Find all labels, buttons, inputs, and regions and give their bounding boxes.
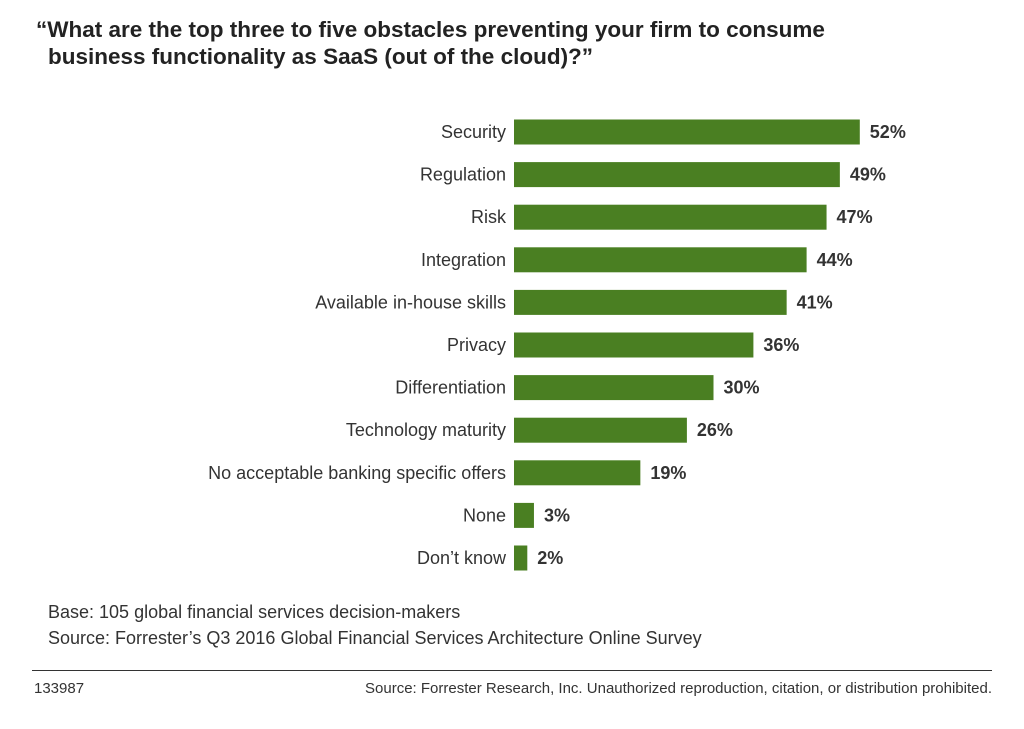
category-label-integration: Integration bbox=[421, 250, 506, 270]
chart-title-line-1: “What are the top three to five obstacle… bbox=[36, 17, 825, 42]
copyright-source: Source: Forrester Research, Inc. Unautho… bbox=[365, 680, 992, 697]
value-label-available-in-house-skills: 41% bbox=[797, 292, 833, 312]
chart-title-line-2: business functionality as SaaS (out of t… bbox=[48, 44, 594, 69]
value-label-security: 52% bbox=[870, 122, 906, 142]
bar-no-acceptable-banking-specific-offers bbox=[514, 460, 641, 486]
bar-don-t-know bbox=[514, 545, 528, 571]
survey-source-note: Source: Forrester’s Q3 2016 Global Finan… bbox=[48, 628, 702, 648]
value-label-integration: 44% bbox=[817, 250, 853, 270]
bar-available-in-house-skills bbox=[514, 289, 787, 315]
value-label-no-acceptable-banking-specific-offers: 19% bbox=[650, 463, 686, 483]
value-label-privacy: 36% bbox=[763, 335, 799, 355]
bar-privacy bbox=[514, 332, 754, 358]
chart-title: “What are the top three to five obstacle… bbox=[36, 16, 996, 70]
value-label-regulation: 49% bbox=[850, 165, 886, 185]
category-label-none: None bbox=[463, 505, 506, 525]
bar-technology-maturity bbox=[514, 417, 687, 443]
category-label-don-t-know: Don’t know bbox=[417, 548, 507, 568]
category-label-available-in-house-skills: Available in-house skills bbox=[315, 292, 506, 312]
category-label-security: Security bbox=[441, 122, 506, 142]
bar-security bbox=[514, 119, 860, 145]
bar-regulation bbox=[514, 162, 840, 188]
category-label-technology-maturity: Technology maturity bbox=[346, 420, 506, 440]
base-note: Base: 105 global financial services deci… bbox=[48, 602, 461, 622]
value-label-technology-maturity: 26% bbox=[697, 420, 733, 440]
chart-notes: Base: 105 global financial services deci… bbox=[48, 599, 702, 651]
footer-divider bbox=[32, 670, 992, 671]
category-label-differentiation: Differentiation bbox=[395, 378, 506, 398]
value-label-risk: 47% bbox=[837, 207, 873, 227]
value-label-don-t-know: 2% bbox=[537, 548, 563, 568]
bar-none bbox=[514, 502, 534, 528]
value-label-none: 3% bbox=[544, 505, 570, 525]
category-label-privacy: Privacy bbox=[447, 335, 506, 355]
category-label-no-acceptable-banking-specific-offers: No acceptable banking specific offers bbox=[208, 463, 506, 483]
bar-chart: Security 52% Regulation 49% Risk 47% Integrati… bbox=[208, 119, 906, 571]
category-label-regulation: Regulation bbox=[420, 165, 506, 185]
bar-risk bbox=[514, 204, 827, 230]
category-label-risk: Risk bbox=[471, 207, 507, 227]
value-label-differentiation: 30% bbox=[724, 378, 760, 398]
bar-differentiation bbox=[514, 375, 714, 401]
bar-integration bbox=[514, 247, 807, 273]
figure-id: 133987 bbox=[34, 680, 85, 697]
